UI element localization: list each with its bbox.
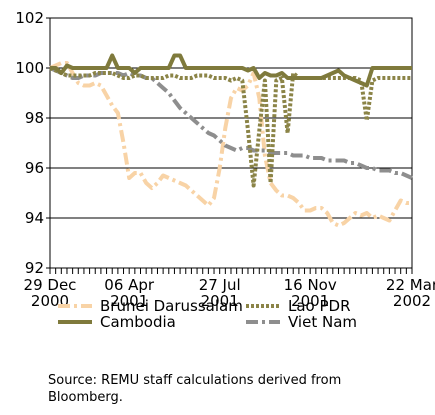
x-tick-label: 16 Nov 2001 [284, 276, 337, 310]
series-line [50, 53, 412, 88]
legend-label: Viet Nam [288, 313, 357, 331]
series-line [49, 66, 412, 188]
series-line [49, 66, 413, 180]
x-tick-label: 06 Apr 2001 [104, 276, 155, 310]
y-tick-label: 94 [25, 209, 44, 227]
series-line [49, 61, 412, 228]
y-tick-label: 96 [25, 159, 44, 177]
source-note: Source: REMU staff calculations derived … [48, 373, 342, 405]
y-tick-label: 100 [15, 59, 44, 77]
x-tick-label: 22 Mar 2002 [386, 276, 435, 310]
plot-frame [49, 17, 413, 269]
legend-label: Cambodia [100, 313, 176, 331]
y-tick-label: 92 [25, 259, 44, 277]
x-tick-label: 27 Jul 2001 [199, 276, 241, 310]
y-tick-label: 102 [15, 9, 44, 27]
legend-label: Lao PDR [288, 297, 351, 315]
y-tick-label: 98 [25, 109, 44, 127]
legend-label: Brunei Darussalam [100, 297, 243, 315]
